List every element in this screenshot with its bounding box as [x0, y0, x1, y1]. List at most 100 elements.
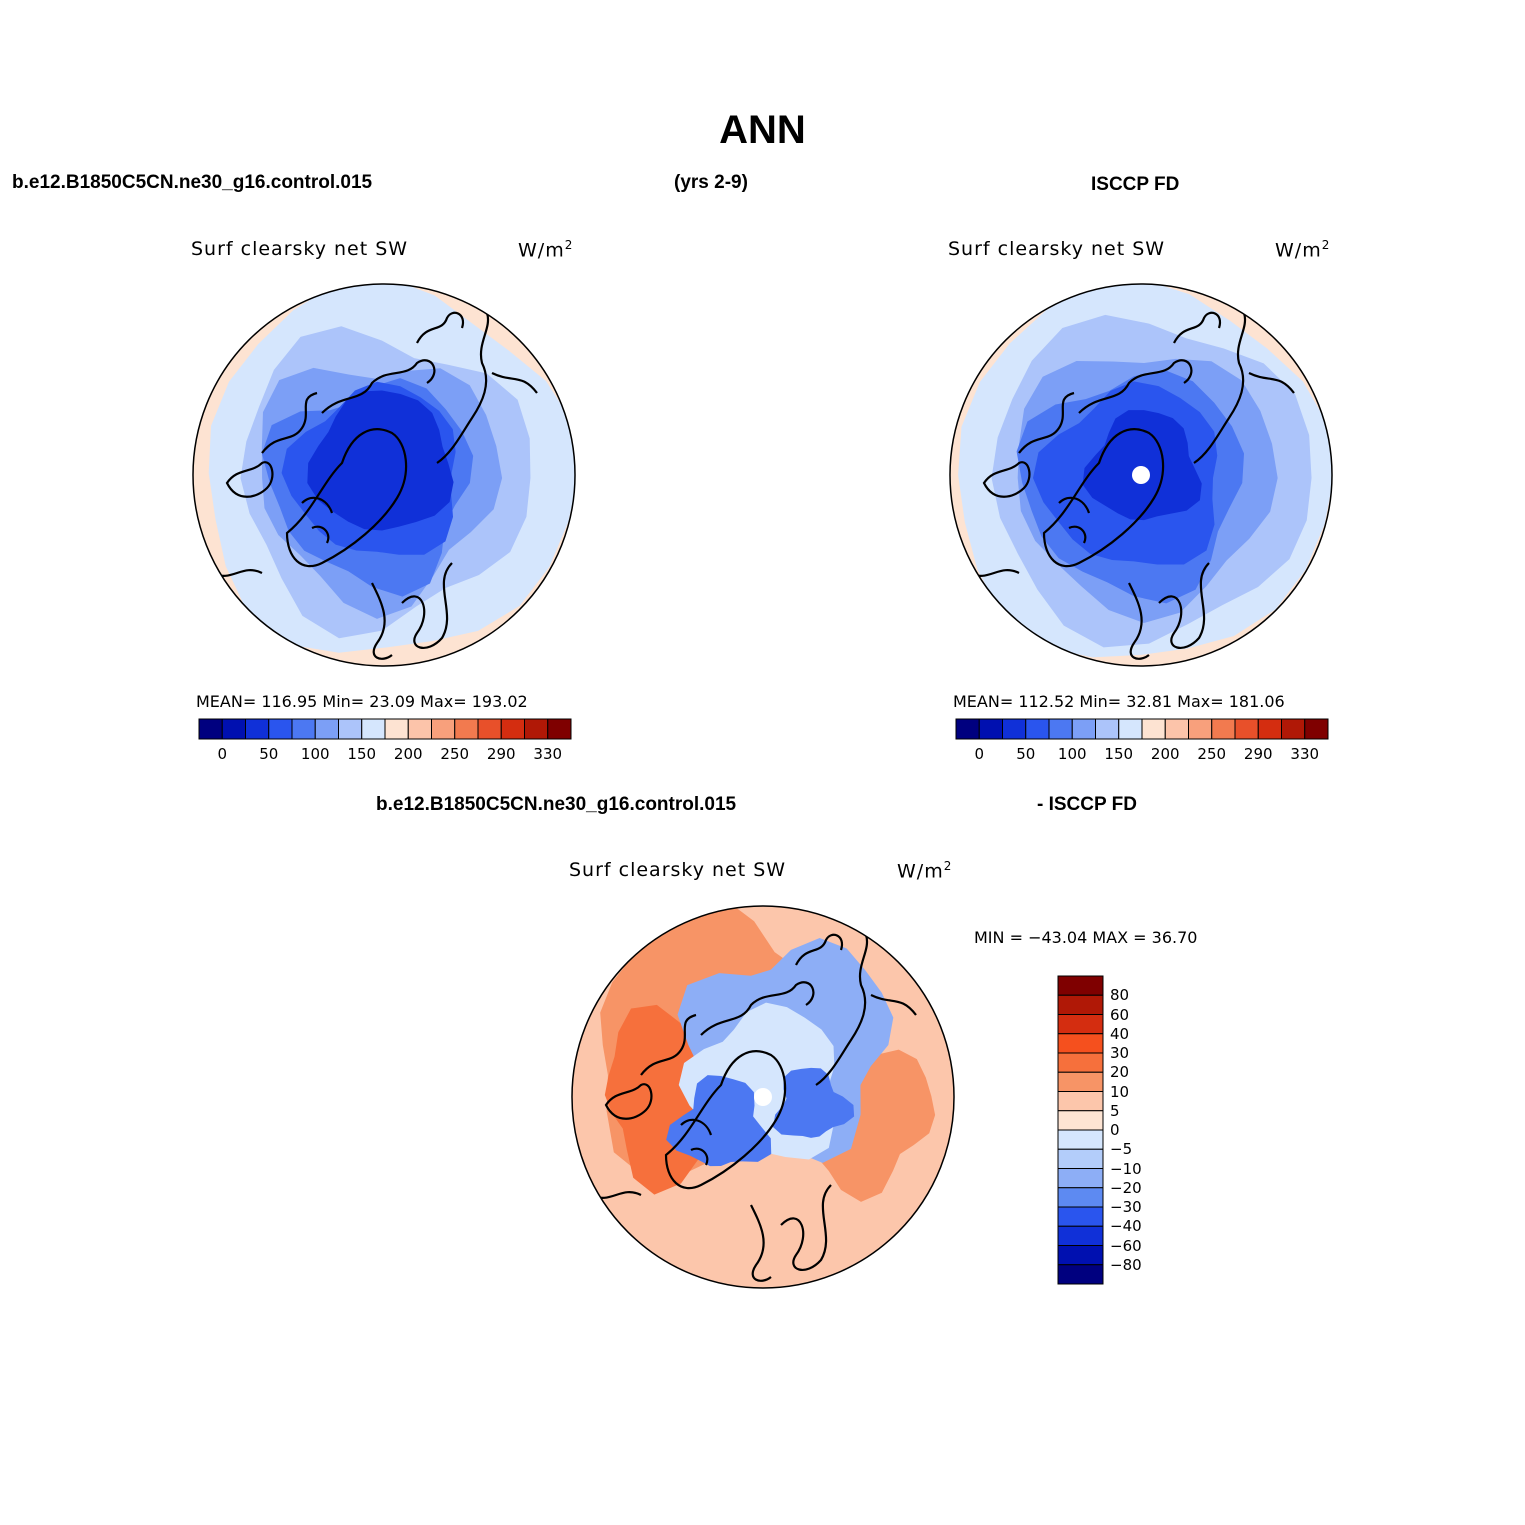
panel2-field-label: Surf clearsky net SW	[948, 238, 1166, 260]
colorbar-box	[500, 718, 525, 740]
colorbar-box	[1057, 1148, 1104, 1169]
pole-missing-data	[1132, 466, 1150, 484]
colorbar-tick-label: 330	[1290, 745, 1320, 763]
coastline	[982, 461, 1031, 498]
colorbar-box	[1025, 718, 1050, 740]
coastline	[301, 496, 334, 544]
coastline	[371, 562, 453, 660]
colorbar-box	[1188, 718, 1213, 740]
coastline	[1248, 372, 1295, 394]
colorbar-tick-label: 290	[1243, 745, 1273, 763]
colorbar-box	[268, 718, 293, 740]
panel2-stats: MEAN= 112.52 Min= 32.81 Max= 181.06	[953, 692, 1285, 711]
coastline	[1078, 359, 1193, 414]
colorbar-box	[221, 718, 246, 740]
diff-model-header: b.e12.B1850C5CN.ne30_g16.control.015	[376, 794, 737, 815]
colorbar-tick-label: 150	[347, 745, 377, 763]
colorbar-tick-label: −80	[1110, 1255, 1142, 1274]
contour-region	[1082, 410, 1202, 521]
colorbar-tick-label: 100	[1057, 745, 1087, 763]
coastline	[1193, 312, 1247, 464]
coastline	[815, 934, 869, 1086]
diff-obs-header: - ISCCP FD	[1037, 794, 1137, 815]
colorbar-box	[407, 718, 432, 740]
coastline	[750, 1184, 832, 1282]
colorbar-box	[291, 718, 316, 740]
colorbar-box	[978, 718, 1003, 740]
panel1-field-label: Surf clearsky net SW	[191, 238, 409, 260]
colorbar-box	[1048, 718, 1073, 740]
coastline	[321, 359, 436, 414]
colorbar-tick-label: 330	[533, 745, 563, 763]
colorbar-box	[524, 718, 549, 740]
colorbar-box	[1057, 1225, 1104, 1246]
panel1-colorbar	[198, 718, 572, 740]
colorbar-box	[1057, 1091, 1104, 1112]
contour-region	[666, 1075, 772, 1167]
colorbar-box	[1057, 1187, 1104, 1208]
colorbar-box	[1057, 975, 1104, 996]
colorbar-box	[1234, 718, 1259, 740]
coastline	[870, 994, 917, 1016]
coastline	[416, 311, 465, 344]
contour-region	[307, 390, 454, 531]
colorbar-box	[1071, 718, 1096, 740]
colorbar-tick-label: 0	[974, 745, 985, 763]
coastline	[436, 312, 490, 464]
colorbar-box	[1281, 718, 1306, 740]
coastline	[285, 428, 408, 568]
colorbar-tick-label: −40	[1110, 1217, 1142, 1236]
colorbar-box	[338, 718, 363, 740]
panel3-stats: MIN = −43.04 MAX = 36.70	[974, 928, 1198, 947]
panel1-polar-map	[192, 283, 576, 667]
colorbar-box	[384, 718, 409, 740]
colorbar-tick-label: 80	[1110, 986, 1130, 1005]
map-boundary	[571, 905, 955, 1289]
figure-title: ANN	[719, 108, 806, 152]
colorbar-tick-label: −10	[1110, 1159, 1142, 1178]
colorbar-box	[1057, 1110, 1104, 1131]
panel2-units: W/m2	[1275, 238, 1331, 262]
colorbar-box	[1057, 1071, 1104, 1092]
colorbar-tick-label: 20	[1110, 1063, 1130, 1082]
colorbar-box	[454, 718, 479, 740]
colorbar-box	[361, 718, 386, 740]
colorbar-tick-label: −5	[1110, 1140, 1133, 1159]
model-case-header: b.e12.B1850C5CN.ne30_g16.control.015	[12, 172, 373, 193]
colorbar-tick-label: −20	[1110, 1178, 1142, 1197]
panel2-polar-map	[949, 283, 1333, 667]
colorbar-tick-label: 290	[486, 745, 516, 763]
colorbar-tick-label: −60	[1110, 1236, 1142, 1255]
colorbar-box	[1057, 1014, 1104, 1035]
coastline	[1058, 496, 1091, 544]
colorbar-box	[1164, 718, 1189, 740]
colorbar-tick-label: 0	[1110, 1121, 1120, 1139]
colorbar-box	[1057, 1168, 1104, 1189]
colorbar-box	[1057, 1033, 1104, 1054]
colorbar-box	[1211, 718, 1236, 740]
colorbar-box	[1057, 1264, 1104, 1285]
coastline	[700, 981, 815, 1036]
colorbar-tick-label: 250	[440, 745, 470, 763]
map-boundary	[192, 283, 576, 667]
colorbar-tick-label: 200	[1150, 745, 1180, 763]
coastline	[640, 1013, 697, 1076]
colorbar-box	[1057, 1245, 1104, 1266]
colorbar-box	[245, 718, 270, 740]
panel3-units: W/m2	[897, 859, 953, 883]
colorbar-tick-label: 100	[300, 745, 330, 763]
colorbar-box	[1257, 718, 1282, 740]
coastline	[491, 372, 538, 394]
colorbar-tick-label: 250	[1197, 745, 1227, 763]
colorbar-box	[1057, 994, 1104, 1015]
colorbar-box	[1141, 718, 1166, 740]
colorbar-box	[477, 718, 502, 740]
colorbar-tick-label: −30	[1110, 1198, 1142, 1216]
coastline	[225, 461, 274, 498]
panel1-stats: MEAN= 116.95 Min= 23.09 Max= 193.02	[196, 692, 528, 711]
colorbar-box	[1304, 718, 1329, 740]
colorbar-box	[1095, 718, 1120, 740]
colorbar-tick-label: 30	[1110, 1044, 1130, 1062]
coastline	[1128, 562, 1210, 660]
colorbar-box	[547, 718, 572, 740]
